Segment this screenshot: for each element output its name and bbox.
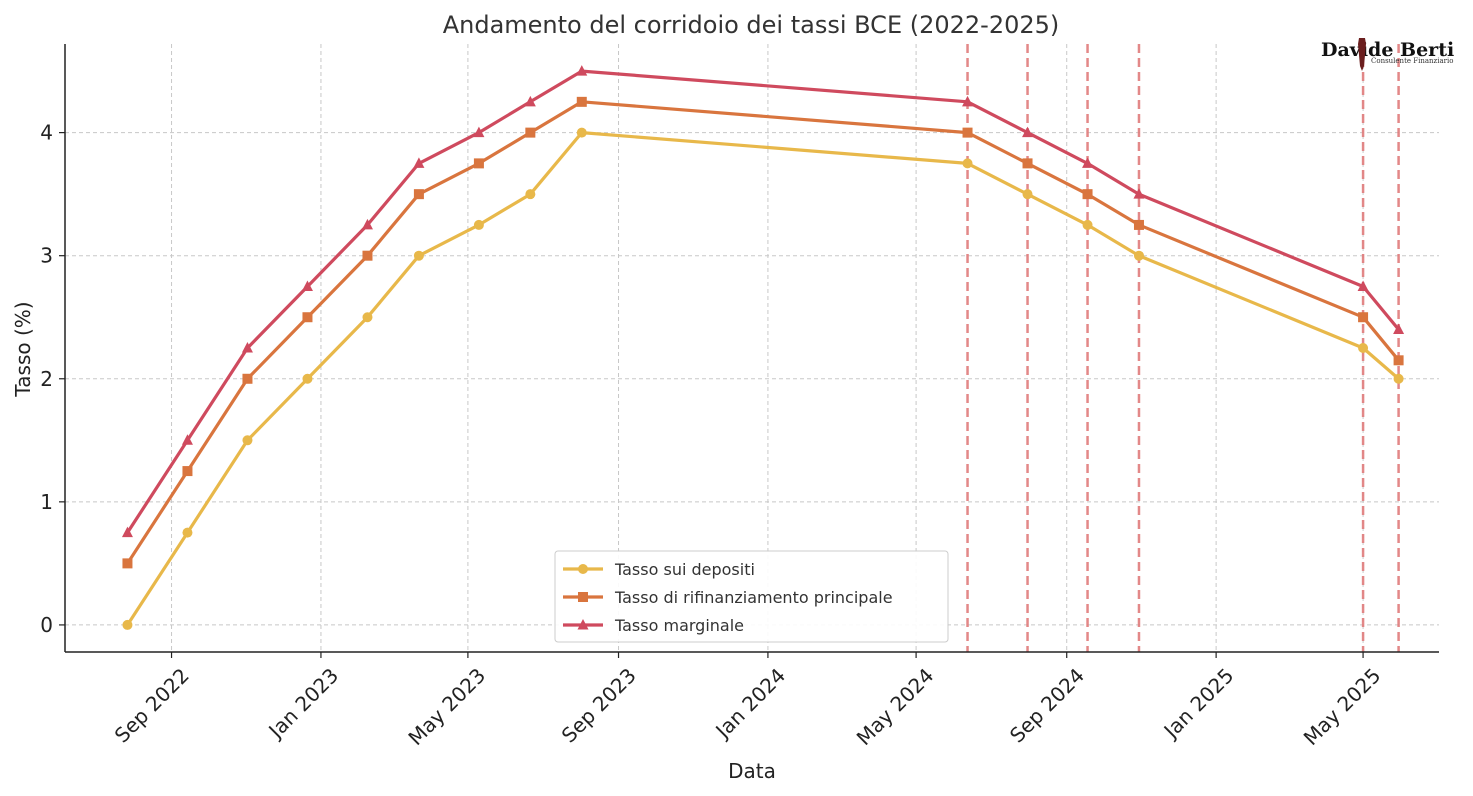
data-point <box>413 189 424 200</box>
data-point <box>1357 280 1369 291</box>
series-3 <box>121 65 1405 538</box>
x-tick-label: May 2023 <box>403 663 490 750</box>
data-point <box>413 250 424 261</box>
data-point <box>1082 219 1093 230</box>
y-tick-label: 0 <box>40 613 53 637</box>
data-point <box>122 558 133 569</box>
data-point <box>122 619 133 630</box>
data-point <box>473 158 484 169</box>
data-point <box>525 189 536 200</box>
series-1 <box>122 127 1404 630</box>
logo: Davide Berti Consulente Finanziario <box>1321 38 1454 71</box>
data-point <box>1022 126 1034 138</box>
data-point <box>302 312 313 323</box>
data-point <box>182 527 193 538</box>
logo-text: Davide Berti <box>1321 39 1454 61</box>
data-point <box>362 250 373 261</box>
data-point <box>242 435 253 446</box>
data-point <box>301 280 313 291</box>
chart-title: Andamento del corridoio dei tassi BCE (2… <box>443 11 1060 39</box>
data-point <box>1082 157 1094 168</box>
data-point <box>525 127 536 138</box>
data-point <box>362 312 373 323</box>
y-ticks: 0 1 2 3 4 <box>40 121 65 637</box>
data-point <box>242 373 253 384</box>
legend-label: Tasso marginale <box>614 616 744 635</box>
x-tick-label: Sep 2023 <box>557 663 641 747</box>
x-axis-label: Data <box>728 759 776 783</box>
series-line <box>126 100 1400 565</box>
data-point <box>182 466 193 477</box>
data-point <box>576 96 587 107</box>
grid <box>65 44 1439 652</box>
data-point <box>1133 188 1145 199</box>
legend-marker <box>578 592 588 602</box>
data-point <box>473 126 485 138</box>
data-point <box>1133 219 1144 230</box>
series-line <box>126 69 1400 534</box>
data-point <box>473 219 484 230</box>
data-point <box>1393 373 1404 384</box>
x-tick-label: May 2024 <box>852 663 939 750</box>
series-layer <box>121 65 1405 630</box>
data-point <box>361 218 373 230</box>
logo-subtitle: Consulente Finanziario <box>1371 57 1453 65</box>
x-tick-label: May 2025 <box>1299 663 1386 750</box>
legend-marker <box>577 619 589 630</box>
vertical-event-lines <box>966 44 1400 652</box>
x-tick-label: Sep 2022 <box>110 663 194 747</box>
data-point <box>1133 250 1144 261</box>
x-tick-label: Jan 2024 <box>710 663 791 744</box>
data-point <box>1358 312 1369 323</box>
tie-icon <box>1358 38 1366 71</box>
x-ticks: Sep 2022 Jan 2023 May 2023 Sep 2023 Jan 2024… <box>110 652 1386 750</box>
data-point <box>962 158 973 169</box>
legend-marker <box>578 564 588 574</box>
y-tick-label: 3 <box>40 244 53 268</box>
legend-box <box>554 550 949 643</box>
y-tick-label: 1 <box>40 490 53 514</box>
x-tick-label: Jan 2023 <box>263 663 344 744</box>
legend-label: Tasso di rifinanziamento principale <box>614 588 893 607</box>
y-tick-label: 4 <box>40 121 53 145</box>
x-tick-label: Sep 2024 <box>1005 663 1089 747</box>
data-point <box>962 95 974 107</box>
data-point <box>962 127 973 138</box>
x-tick-label: Jan 2025 <box>1158 663 1239 744</box>
data-point <box>413 157 425 168</box>
data-point <box>1022 189 1033 200</box>
data-point <box>1022 158 1033 169</box>
data-point <box>1358 343 1369 353</box>
axes <box>64 44 1439 653</box>
data-point <box>121 526 133 538</box>
legend-label: Tasso sui depositi <box>614 560 755 579</box>
data-point <box>1082 189 1093 200</box>
data-point <box>576 127 587 138</box>
legend: Tasso sui depositi Tasso di rifinanziamen… <box>554 550 949 643</box>
data-point <box>302 373 313 384</box>
y-tick-label: 2 <box>40 367 53 391</box>
data-point <box>524 95 536 107</box>
data-point <box>181 434 193 445</box>
data-point <box>1393 355 1404 366</box>
data-point <box>241 342 253 353</box>
series-2 <box>122 96 1404 569</box>
data-point <box>1393 323 1405 335</box>
y-axis-label: Tasso (%) <box>11 301 35 397</box>
data-point <box>576 65 588 76</box>
